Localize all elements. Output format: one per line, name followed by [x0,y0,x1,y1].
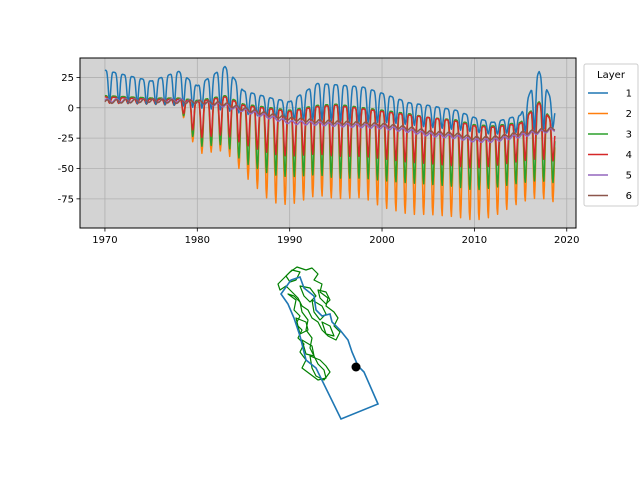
y-tick-label: 25 [61,73,74,84]
x-axis-ticks: 1970 1980 1990 2000 2010 2020 [92,228,579,246]
x-tick-label: 2000 [369,235,394,246]
subregion-outline-interior-5 [301,339,315,357]
legend-title: Layer [597,70,626,81]
plot-background [80,58,576,228]
well-marker [351,362,361,372]
subregion-outline-interior-2 [311,299,327,321]
x-tick-label: 2020 [554,235,579,246]
legend-label-6: 6 [626,191,632,202]
legend-label-3: 3 [626,130,632,141]
series-line-1 [104,65,556,135]
legend-label-1: 1 [626,89,632,100]
plot-frame [79,57,577,229]
legend-entries: 1 2 3 4 5 6 [588,89,632,202]
series-line-6 [104,98,556,141]
y-tick-label: -75 [58,194,74,205]
legend-label-5: 5 [626,171,632,182]
subregion-outline-north [277,266,341,341]
subregion-outline-south [309,355,331,381]
series-line-5 [104,97,556,144]
subregion-outline-east [317,289,331,305]
subregion-outline-interior-3 [295,317,309,335]
legend: Layer 1 2 3 4 5 6 [583,63,639,207]
x-tick-label: 1990 [277,235,302,246]
y-tick-label: -25 [58,134,74,145]
legend-label-2: 2 [626,109,632,120]
y-tick-label: -50 [58,164,74,175]
model-boundary-outline [280,275,380,421]
y-tick-label: 0 [68,103,74,114]
subregion-outlines [277,266,341,381]
subregion-outline-interior-4 [321,321,335,337]
subregion-outline-interior-1 [299,285,317,303]
y-axis-ticks: 25 0 -25 -50 -75 [58,73,80,205]
x-tick-label: 1970 [92,235,117,246]
x-tick-label: 1980 [185,235,210,246]
aquifer-map [277,266,380,421]
time-series-plot: 1970 1980 1990 2000 2010 2020 25 0 -25 -50 -75 [58,57,579,246]
subregion-outline-ridge [285,269,301,283]
x-tick-label: 2010 [462,235,487,246]
subregion-outline-west [287,293,327,381]
series-lines [104,65,556,221]
legend-frame [583,63,639,207]
legend-label-4: 4 [626,150,632,161]
